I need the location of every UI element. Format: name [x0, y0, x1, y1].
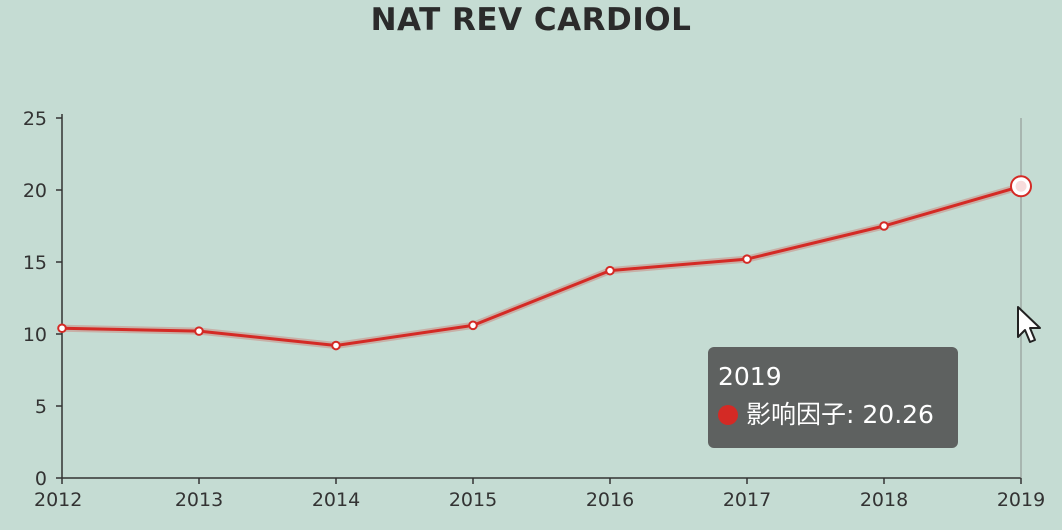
series-line-glow: [58, 182, 1025, 349]
highlighted-data-point-core: [1015, 180, 1027, 192]
x-tick-label: 2013: [175, 489, 223, 511]
axes: 0 5 10 15 20 25 2012 2013 2014 2015 2016 2017 2018 20…: [23, 108, 1045, 511]
tooltip: 2019 影响因子: 20.26: [708, 347, 958, 448]
y-tick-label: 10: [23, 324, 47, 346]
y-tick-label: 15: [23, 252, 47, 274]
data-point: [879, 221, 889, 231]
data-point: [57, 323, 67, 334]
x-tick-label: 2019: [997, 489, 1045, 511]
data-point: [468, 320, 478, 331]
chart-title: NAT REV CARDIOL: [370, 2, 692, 38]
data-point: [605, 265, 615, 276]
data-point: [331, 340, 341, 351]
x-tick-label: 2017: [723, 489, 771, 511]
x-tick-label: 2018: [860, 489, 908, 511]
mouse-pointer-icon: [1017, 306, 1041, 343]
series-line-group: [58, 182, 1025, 349]
tooltip-title: 2019: [718, 362, 782, 391]
data-point: [742, 254, 752, 264]
data-points: [57, 175, 1032, 351]
y-tick-label: 25: [23, 108, 47, 130]
tooltip-row: 影响因子: 20.26: [718, 399, 948, 431]
y-tick-label: 5: [35, 396, 47, 418]
x-tick-label: 2012: [34, 489, 82, 511]
tooltip-separator: :: [846, 400, 863, 429]
x-tick-label: 2015: [449, 489, 497, 511]
x-tick-label: 2014: [312, 489, 360, 511]
series-marker-icon: [718, 405, 738, 425]
tooltip-value: 20.26: [862, 400, 934, 429]
y-tick-label: 0: [35, 468, 47, 490]
data-point: [194, 326, 204, 336]
y-tick-label: 20: [23, 180, 47, 202]
x-tick-label: 2016: [586, 489, 634, 511]
series-line: [60, 184, 1023, 347]
tooltip-series-label: 影响因子: [746, 400, 847, 429]
